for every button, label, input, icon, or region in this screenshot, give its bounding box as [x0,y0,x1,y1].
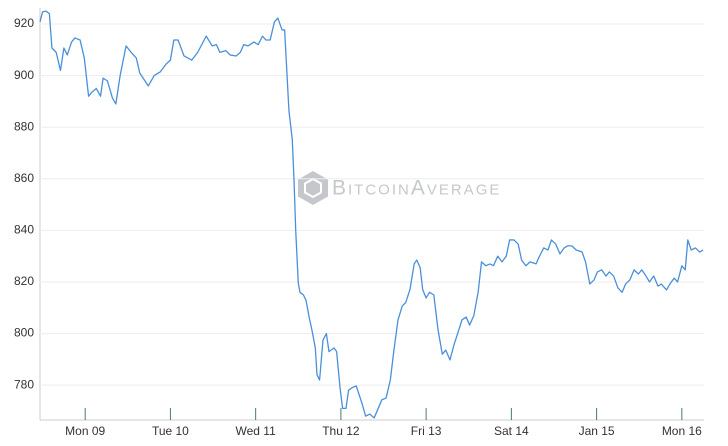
y-tick-label: 880 [14,119,34,133]
x-tick-label: Fri 13 [411,424,442,438]
y-tick-label: 860 [14,171,34,185]
watermark-logo [298,171,328,205]
y-tick-label: 920 [14,16,34,30]
y-tick-label: 780 [14,377,34,391]
y-tick-label: 800 [14,326,34,340]
x-tick-label: Thu 12 [322,424,360,438]
x-tick-label: Jan 15 [579,424,615,438]
y-tick-label: 820 [14,274,34,288]
y-tick-label: 840 [14,223,34,237]
x-tick-label: Tue 10 [152,424,189,438]
price-line [39,10,704,419]
x-tick-label: Wed 11 [236,424,277,438]
y-tick-label: 900 [14,68,34,82]
x-tick-label: Mon 16 [662,424,702,438]
x-tick-label: Mon 09 [65,424,105,438]
x-tick-label: Sat 14 [494,424,529,438]
watermark: BitcoinAverage [332,177,501,200]
